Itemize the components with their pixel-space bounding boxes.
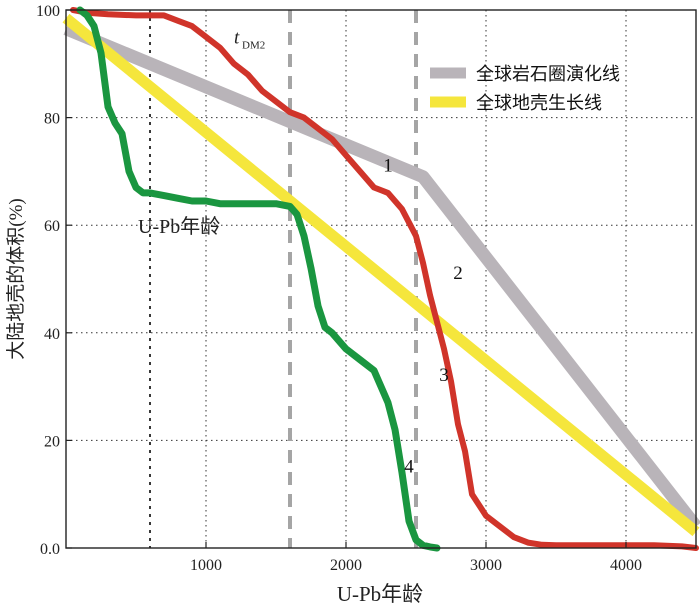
annotations: 1 2 3 4 U-Pb年龄 t DM2 bbox=[138, 27, 463, 477]
y-tick-label: 100 bbox=[36, 3, 60, 20]
reference-lines bbox=[149, 10, 418, 548]
curve-label-2: 2 bbox=[453, 263, 463, 284]
curve-label-4: 4 bbox=[404, 457, 414, 478]
y-tick-label: 40 bbox=[44, 326, 60, 343]
series-lines bbox=[62, 6, 700, 552]
curve-label-3: 3 bbox=[439, 365, 449, 386]
annotation-tdm2-subscript: DM2 bbox=[242, 39, 265, 51]
legend-entry-2: 全球地壳生长线 bbox=[476, 93, 602, 113]
x-tick-label: 1000 bbox=[190, 557, 222, 574]
legend-entry-1: 全球岩石圈演化线 bbox=[476, 64, 620, 84]
series-line-4 bbox=[76, 6, 441, 552]
x-tick-label: 3000 bbox=[470, 557, 502, 574]
labels: U-Pb年龄 大陆地壳的体积(%) bbox=[5, 198, 423, 606]
axes bbox=[65, 9, 697, 549]
y-axis-label: 大陆地壳的体积(%) bbox=[5, 198, 27, 359]
annotation-tdm2: t bbox=[234, 27, 240, 48]
y-tick-label: 0.0 bbox=[40, 541, 60, 558]
annotation-upb-age: U-Pb年龄 bbox=[138, 215, 220, 238]
series-line-1 bbox=[63, 22, 700, 531]
x-tick-label: 2000 bbox=[330, 557, 362, 574]
series-line-2 bbox=[62, 13, 700, 537]
ticks: 1000 2000 3000 4000 0.0 20 40 60 80 100 bbox=[36, 3, 642, 574]
y-tick-label: 80 bbox=[44, 111, 60, 128]
y-tick-label: 60 bbox=[44, 218, 60, 235]
y-tick-label: 20 bbox=[44, 433, 60, 450]
x-tick-label: 4000 bbox=[610, 557, 642, 574]
x-axis-label: U-Pb年龄 bbox=[337, 582, 423, 606]
plot-frame bbox=[65, 9, 697, 549]
curve-label-1: 1 bbox=[383, 155, 393, 176]
series-line-3 bbox=[70, 7, 699, 551]
